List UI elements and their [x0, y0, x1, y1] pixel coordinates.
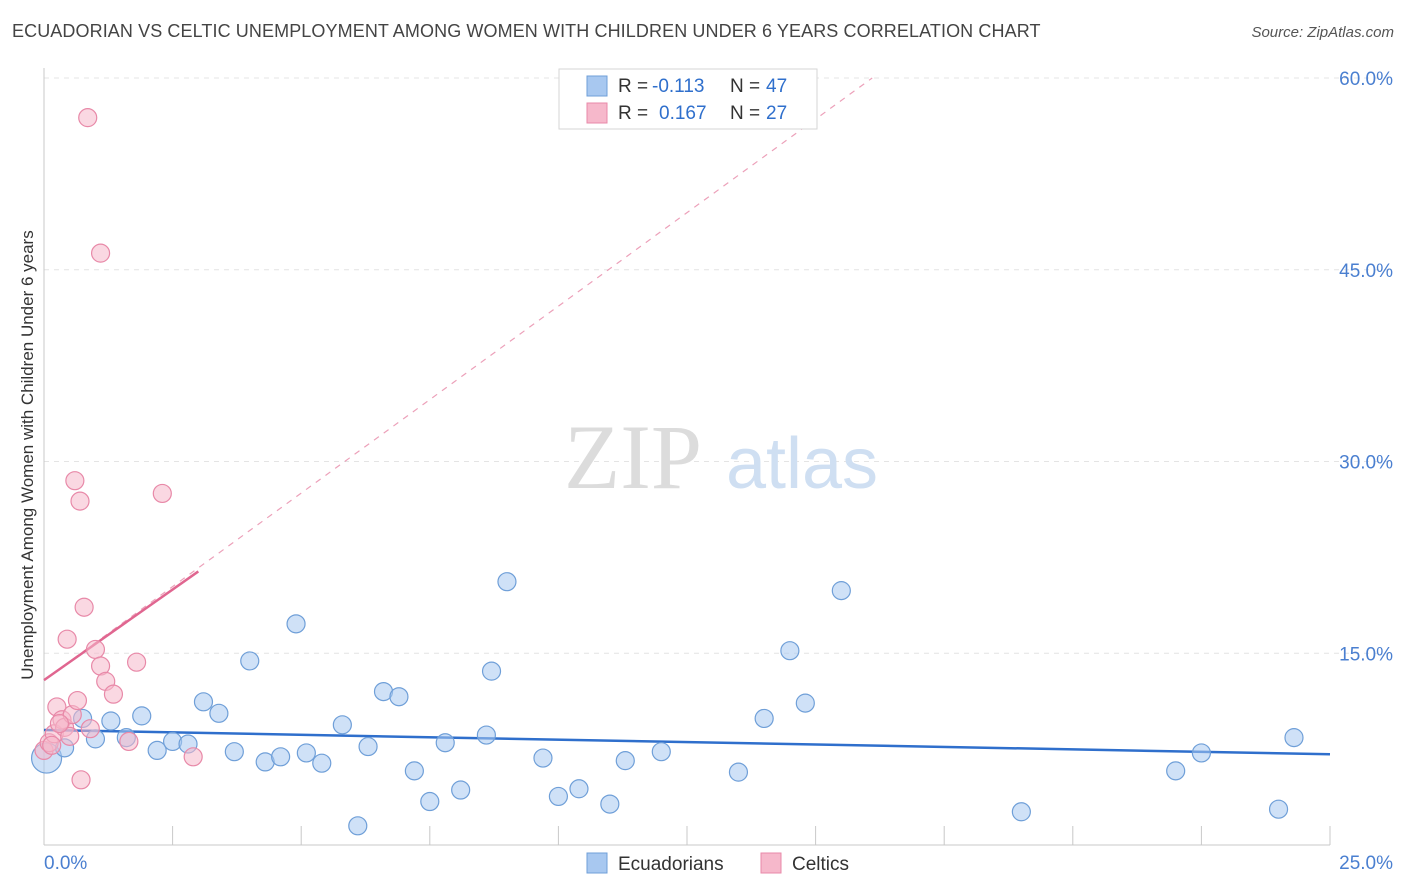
ecuadorians-point [358, 736, 378, 757]
x-tick-label-min: 0.0% [44, 853, 87, 874]
ecuadorians-point [420, 791, 440, 812]
ecuadorians-point [271, 747, 291, 767]
ecuadorians-point [240, 651, 260, 671]
y-tick-label-15: 15.0% [1339, 644, 1393, 665]
y-tick-labels: 15.0% 30.0% 45.0% 60.0% [1339, 69, 1393, 665]
series-legend-celtics-swatch [760, 852, 782, 874]
ecuadorians-point [795, 693, 815, 713]
celtics-swatch [586, 102, 608, 124]
celtics-trend-extension [43, 77, 873, 681]
ecuadorians-point [193, 692, 214, 712]
ecuadorians-point [615, 751, 635, 771]
ecuadorians-point [600, 794, 620, 814]
legend-n-label-1: N = [730, 76, 760, 97]
celtics-point [57, 629, 77, 649]
ecuadorians-point [147, 740, 167, 761]
ecuadorians-point [481, 661, 502, 681]
legend-n-label-2: N = [730, 103, 760, 124]
source-credit: Source: ZipAtlas.com [1251, 24, 1394, 41]
y-tick-label-30: 30.0% [1339, 453, 1393, 474]
ecuadorians-point [286, 614, 306, 634]
celtics-point [126, 652, 147, 672]
chart-title: ECUADORIAN VS CELTIC UNEMPLOYMENT AMONG … [12, 21, 1041, 41]
legend-r-label-2: R = [618, 103, 648, 124]
celtics-point [60, 726, 80, 746]
ecuadorians-point [389, 687, 409, 707]
celtics-point [103, 684, 124, 704]
celtics-point [49, 713, 70, 734]
ecuadorians-point [209, 703, 229, 723]
celtics-point [71, 770, 91, 790]
celtics-point [85, 639, 106, 660]
ecuadorians-point [831, 581, 851, 601]
celtics-point [67, 690, 88, 711]
ecuadorians-point [1268, 799, 1289, 819]
celtics-point [90, 243, 111, 263]
ecuadorians-point [132, 706, 152, 726]
ecuadorians-point [296, 743, 316, 763]
ecuadorians-point [497, 572, 517, 592]
celtics-point [70, 491, 90, 511]
celtics-trend-line [43, 570, 200, 682]
ecuadorians-point [1191, 743, 1212, 763]
ecuadorians-point [312, 753, 332, 773]
celtics-point [80, 719, 100, 739]
ecuadorians-point [780, 641, 800, 661]
y-tick-label-60: 60.0% [1339, 69, 1393, 90]
celtics-point [42, 735, 62, 755]
ecuadorians-point [754, 708, 774, 729]
axes [43, 68, 1331, 846]
ecuadorians-trend-line [43, 728, 1331, 756]
watermark-atlas: atlas [726, 424, 878, 504]
watermark: ZIP atlas [564, 406, 878, 508]
celtics-point [183, 747, 203, 767]
legend-n-value-1: 47 [766, 76, 787, 97]
legend-n-value-2: 27 [766, 103, 787, 124]
ecuadorians-point [476, 725, 496, 745]
ecuadorians-point [1284, 728, 1304, 748]
series-legend-ecuadorians-label: Ecuadorians [618, 854, 724, 875]
ecuadorians-point [101, 711, 121, 731]
x-tick-label-max: 25.0% [1339, 853, 1393, 874]
ecuadorians-point [728, 762, 749, 782]
ecuadorians-point [348, 816, 368, 836]
ecuadorians-points [30, 572, 1304, 836]
ecuadorians-point [435, 733, 455, 753]
gridlines [44, 77, 1392, 654]
ecuadorians-point [404, 761, 424, 781]
ecuadorians-point [569, 779, 589, 799]
series-legend-celtics-label: Celtics [792, 854, 849, 875]
celtics-point [65, 471, 85, 491]
series-legend: Ecuadorians Celtics [586, 852, 849, 875]
ecuadorians-point [451, 780, 471, 800]
celtics-point [74, 597, 94, 617]
celtics-point [78, 108, 98, 128]
celtics-points [34, 108, 203, 790]
x-tick-labels: 0.0% 25.0% [44, 853, 1393, 874]
legend-r-value-2: 0.167 [659, 103, 707, 124]
stats-legend: R = -0.113 N = 47 R = 0.167 N = 27 [558, 68, 818, 130]
celtics-point [119, 731, 139, 752]
ecuadorians-point [548, 786, 569, 807]
ecuadorians-point [332, 715, 352, 735]
ecuadorians-point [1166, 761, 1186, 781]
watermark-zip: ZIP [564, 406, 702, 508]
ecuadorians-point [651, 742, 671, 762]
legend-r-label-1: R = [618, 76, 648, 97]
trend-lines [43, 77, 1331, 756]
y-tick-label-45: 45.0% [1339, 261, 1393, 282]
ecuadorians-swatch [586, 75, 608, 97]
celtics-point [152, 483, 172, 504]
ecuadorians-point [224, 742, 244, 762]
legend-r-value-1: -0.113 [652, 76, 704, 97]
series-legend-ecuadorians-swatch [586, 852, 608, 874]
ecuadorians-point [533, 748, 553, 768]
ecuadorians-point [1011, 802, 1031, 822]
